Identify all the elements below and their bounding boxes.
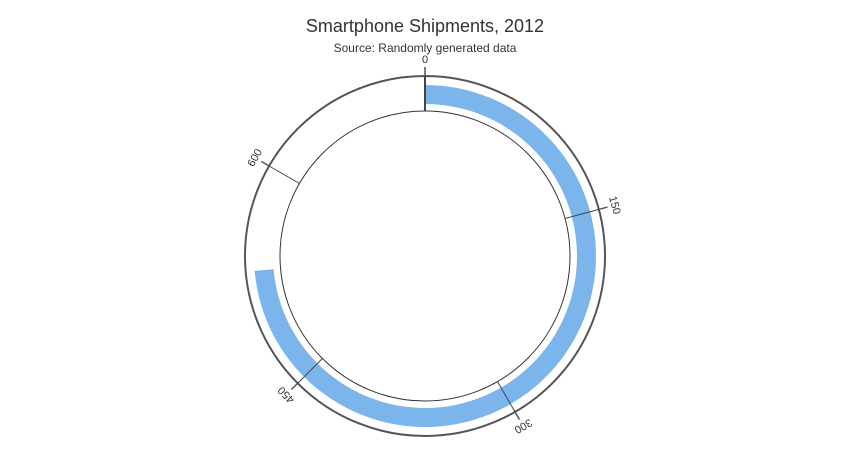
tick-label: 600: [245, 147, 265, 169]
grid-line: [497, 381, 516, 413]
tick-mark: [598, 206, 608, 211]
tick-label: 150: [606, 195, 622, 216]
grid-line: [268, 165, 300, 184]
inner-circle: [279, 110, 571, 402]
tick-mark: [260, 160, 270, 167]
tick-mark: [290, 382, 299, 391]
chart-title: Smartphone Shipments, 2012: [306, 16, 544, 36]
tick-label: 0: [422, 54, 428, 66]
tick-label: 300: [512, 416, 534, 436]
grid-line: [564, 208, 599, 219]
chart-subtitle: Source: Randomly generated data: [334, 41, 517, 55]
grid-line: [297, 358, 323, 384]
tick-mark: [514, 411, 521, 421]
